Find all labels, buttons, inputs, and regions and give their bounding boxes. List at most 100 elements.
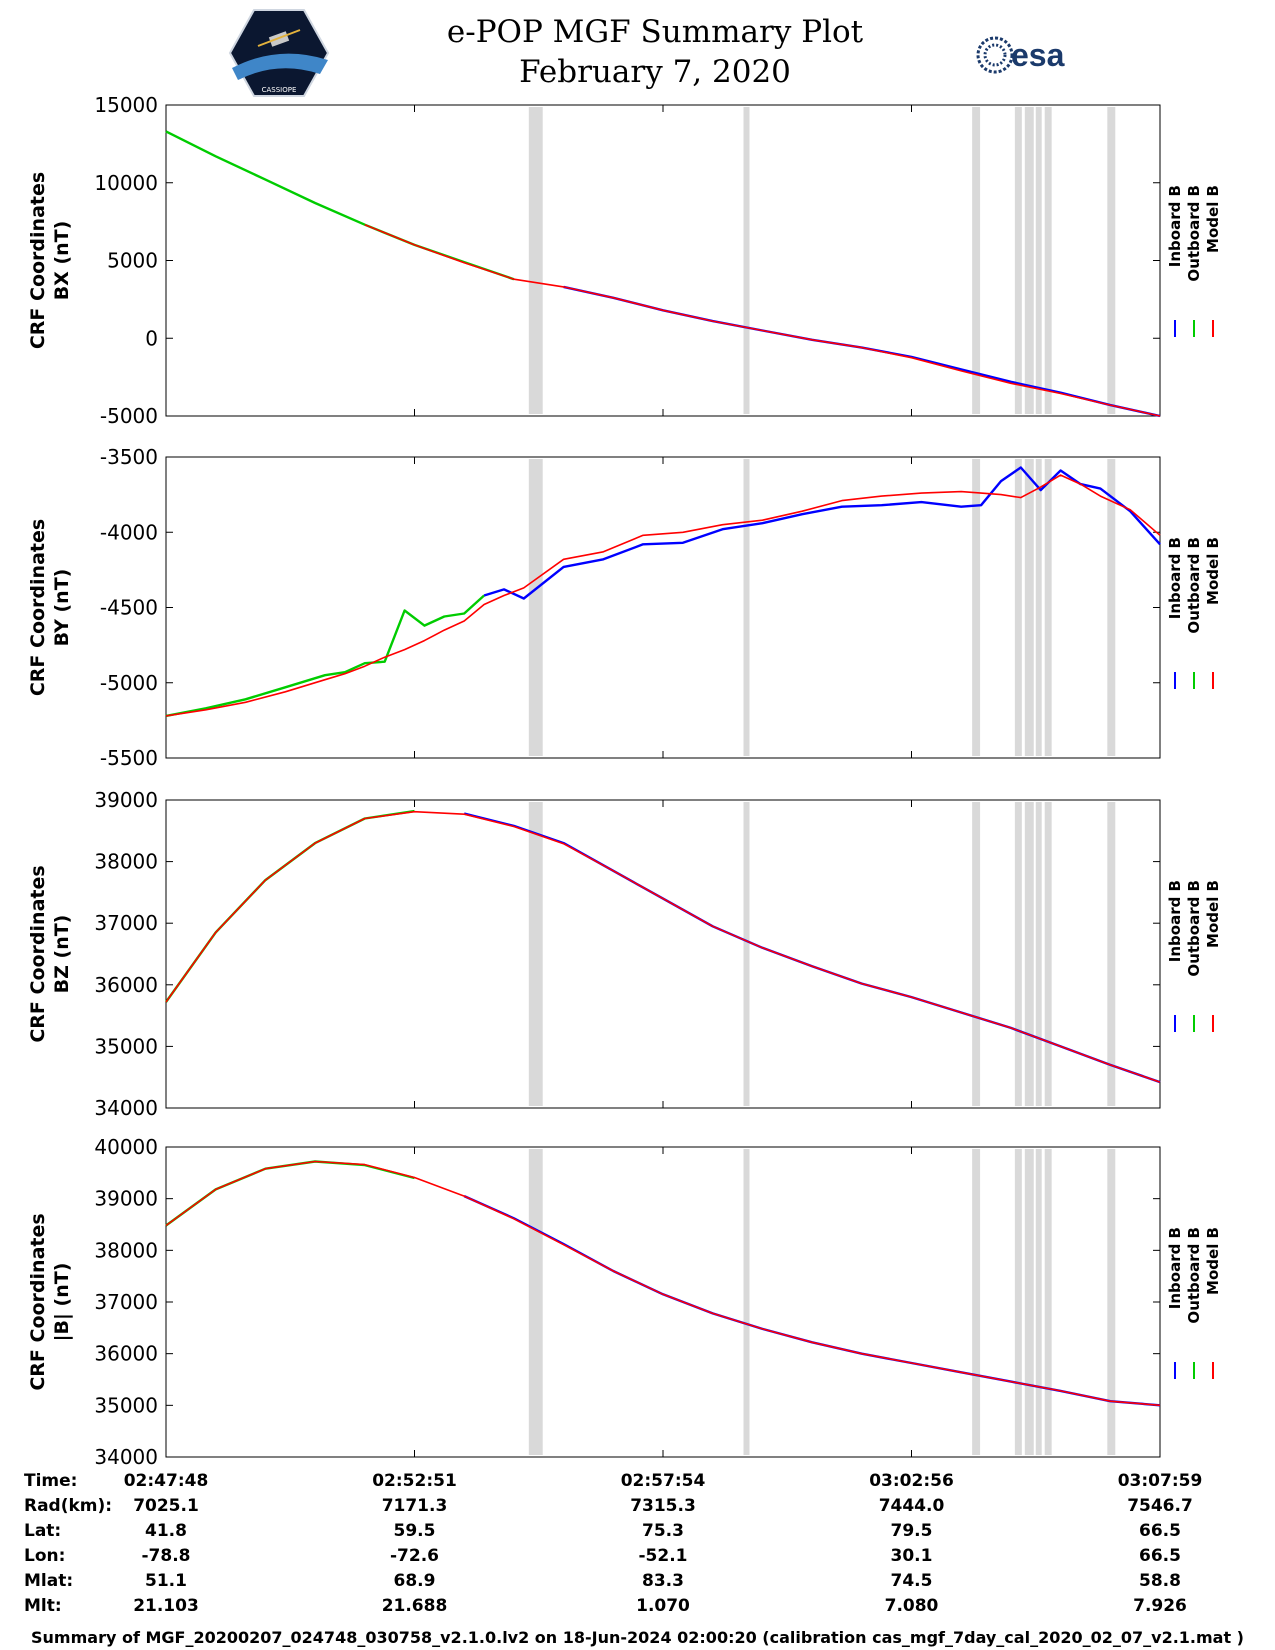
legend-label: Model B: [1204, 537, 1222, 605]
ephemeris-table: Time: 02:47:48 02:52:51 02:57:54 03:02:56 03:…: [24, 1471, 1202, 1616]
data-gap-band: [528, 459, 543, 756]
legend-label: Outboard B: [1185, 185, 1203, 282]
ephemeris-value: 7.926: [1133, 1596, 1187, 1616]
legend-entry: Inboard B: [1166, 1227, 1184, 1309]
panel-2: -3500 -4000 -4500 -5000 -5500 CRF Coordinates…: [27, 445, 1222, 770]
y-axis-label-line1: CRF Coordinates: [27, 519, 49, 696]
legend: Inboard B Outboard B Model B: [1166, 880, 1222, 1032]
series-model-b: [165, 810, 1161, 1083]
ephemeris-value: -52.1: [639, 1546, 688, 1566]
legend-label: Model B: [1204, 880, 1222, 948]
legend: Inboard B Outboard B Model B: [1166, 1227, 1222, 1379]
cassiope-logo-text: CASSIOPE: [262, 86, 297, 94]
y-axis-label-line2: BX (nT): [51, 221, 73, 301]
series-inboard-b: [463, 812, 1161, 1084]
series-outboard-b: [165, 594, 485, 718]
ephemeris-value: 7171.3: [382, 1496, 448, 1516]
y-tick-label: 36000: [94, 973, 158, 997]
data-gap-band: [1044, 802, 1052, 1106]
y-axis-label-line2: BY (nT): [51, 569, 73, 647]
ephemeris-label: Lat:: [24, 1521, 61, 1541]
y-axis-label: CRF Coordinates BX (nT): [27, 172, 73, 349]
data-gap-band: [743, 459, 750, 756]
data-gap-band: [1024, 802, 1034, 1106]
ephemeris-value: 59.5: [394, 1521, 436, 1541]
y-tick-label: -4000: [100, 520, 158, 544]
esa-logo-text: esa: [1011, 37, 1065, 73]
y-tick-label: 40000: [94, 1135, 158, 1159]
y-tick-label: 36000: [94, 1342, 158, 1366]
ephemeris-value: 51.1: [145, 1571, 187, 1591]
ephemeris-value: 41.8: [145, 1521, 187, 1541]
y-axis-label: CRF Coordinates |B| (nT): [27, 1213, 73, 1390]
y-tick-label: -5000: [100, 671, 158, 695]
ephemeris-value: 68.9: [394, 1571, 436, 1591]
legend-entry: Inboard B: [1166, 880, 1184, 962]
data-gap-band: [743, 802, 750, 1106]
data-gap-band: [1035, 459, 1042, 756]
data-gap-band: [743, 107, 750, 414]
data-gap-band: [1024, 107, 1034, 414]
ephemeris-label: Rad(km):: [24, 1496, 112, 1516]
data-gap-band: [1035, 107, 1042, 414]
ephemeris-value: 21.103: [133, 1596, 199, 1616]
series-model-b: [165, 474, 1161, 717]
y-axis-label-line1: CRF Coordinates: [27, 1213, 49, 1390]
data-gap-band: [972, 1149, 981, 1455]
plot-title: e-POP MGF Summary Plot: [446, 14, 864, 50]
ephemeris-value: -78.8: [142, 1546, 191, 1566]
legend-entry: Model B: [1204, 880, 1222, 948]
data-gap-band: [1024, 459, 1034, 756]
data-gap-band: [972, 802, 981, 1106]
legend-label: Outboard B: [1185, 537, 1203, 634]
y-tick-label: -4500: [100, 596, 158, 620]
y-tick-label: -5500: [100, 746, 158, 770]
panel-4: 40000 39000 38000 37000 36000 35000 34000 CRF C…: [27, 1135, 1222, 1469]
legend-entry: Model B: [1204, 1227, 1222, 1295]
legend-entry: Outboard B: [1185, 1227, 1203, 1324]
legend-entry: Inboard B: [1166, 185, 1184, 267]
y-tick-label: 34000: [94, 1096, 158, 1120]
legend-entry: Outboard B: [1185, 537, 1203, 634]
ephemeris-value: 02:52:51: [372, 1471, 457, 1491]
legend-label: Inboard B: [1166, 880, 1184, 962]
legend-entry: Model B: [1204, 185, 1222, 253]
series-inboard-b: [463, 1195, 1161, 1407]
plot-frame: [165, 104, 1161, 417]
y-tick-label: 34000: [94, 1445, 158, 1469]
y-tick-label: 35000: [94, 1034, 158, 1058]
ephemeris-value: 66.5: [1139, 1521, 1181, 1541]
y-tick-label: 37000: [94, 911, 158, 935]
y-tick-label: 39000: [94, 1187, 158, 1211]
y-axis-label: CRF Coordinates BY (nT): [27, 519, 73, 696]
ephemeris-value: 03:07:59: [1118, 1471, 1203, 1491]
y-axis-label-line1: CRF Coordinates: [27, 865, 49, 1042]
y-axis-label: CRF Coordinates BZ (nT): [27, 865, 73, 1042]
data-gap-band: [1044, 107, 1052, 414]
data-gap-band: [972, 459, 981, 756]
ephemeris-label: Mlat:: [24, 1571, 73, 1591]
legend-entry: Model B: [1204, 537, 1222, 605]
data-gap-band: [1035, 1149, 1042, 1455]
ephemeris-value: 7.080: [885, 1596, 939, 1616]
y-tick-label: 38000: [94, 1238, 158, 1262]
data-gap-band: [1107, 459, 1116, 756]
y-tick-label: 38000: [94, 850, 158, 874]
legend-entry: Outboard B: [1185, 880, 1203, 977]
ephemeris-value: 21.688: [382, 1596, 448, 1616]
legend-label: Model B: [1204, 185, 1222, 253]
legend-label: Inboard B: [1166, 185, 1184, 267]
ephemeris-label: Time:: [24, 1471, 77, 1491]
data-gap-band: [972, 107, 981, 414]
series-outboard-b: [165, 130, 515, 281]
plot-date: February 7, 2020: [519, 54, 791, 90]
plot-frame: [165, 1146, 1161, 1458]
y-tick-label: 15000: [94, 93, 158, 117]
legend-label: Model B: [1204, 1227, 1222, 1295]
y-tick-label: -3500: [100, 445, 158, 469]
panel-3: 39000 38000 37000 36000 35000 34000 CRF Coordi…: [27, 788, 1222, 1120]
y-axis-label-line2: BZ (nT): [51, 915, 73, 994]
legend-label: Outboard B: [1185, 880, 1203, 977]
legend-entry: Inboard B: [1166, 537, 1184, 619]
